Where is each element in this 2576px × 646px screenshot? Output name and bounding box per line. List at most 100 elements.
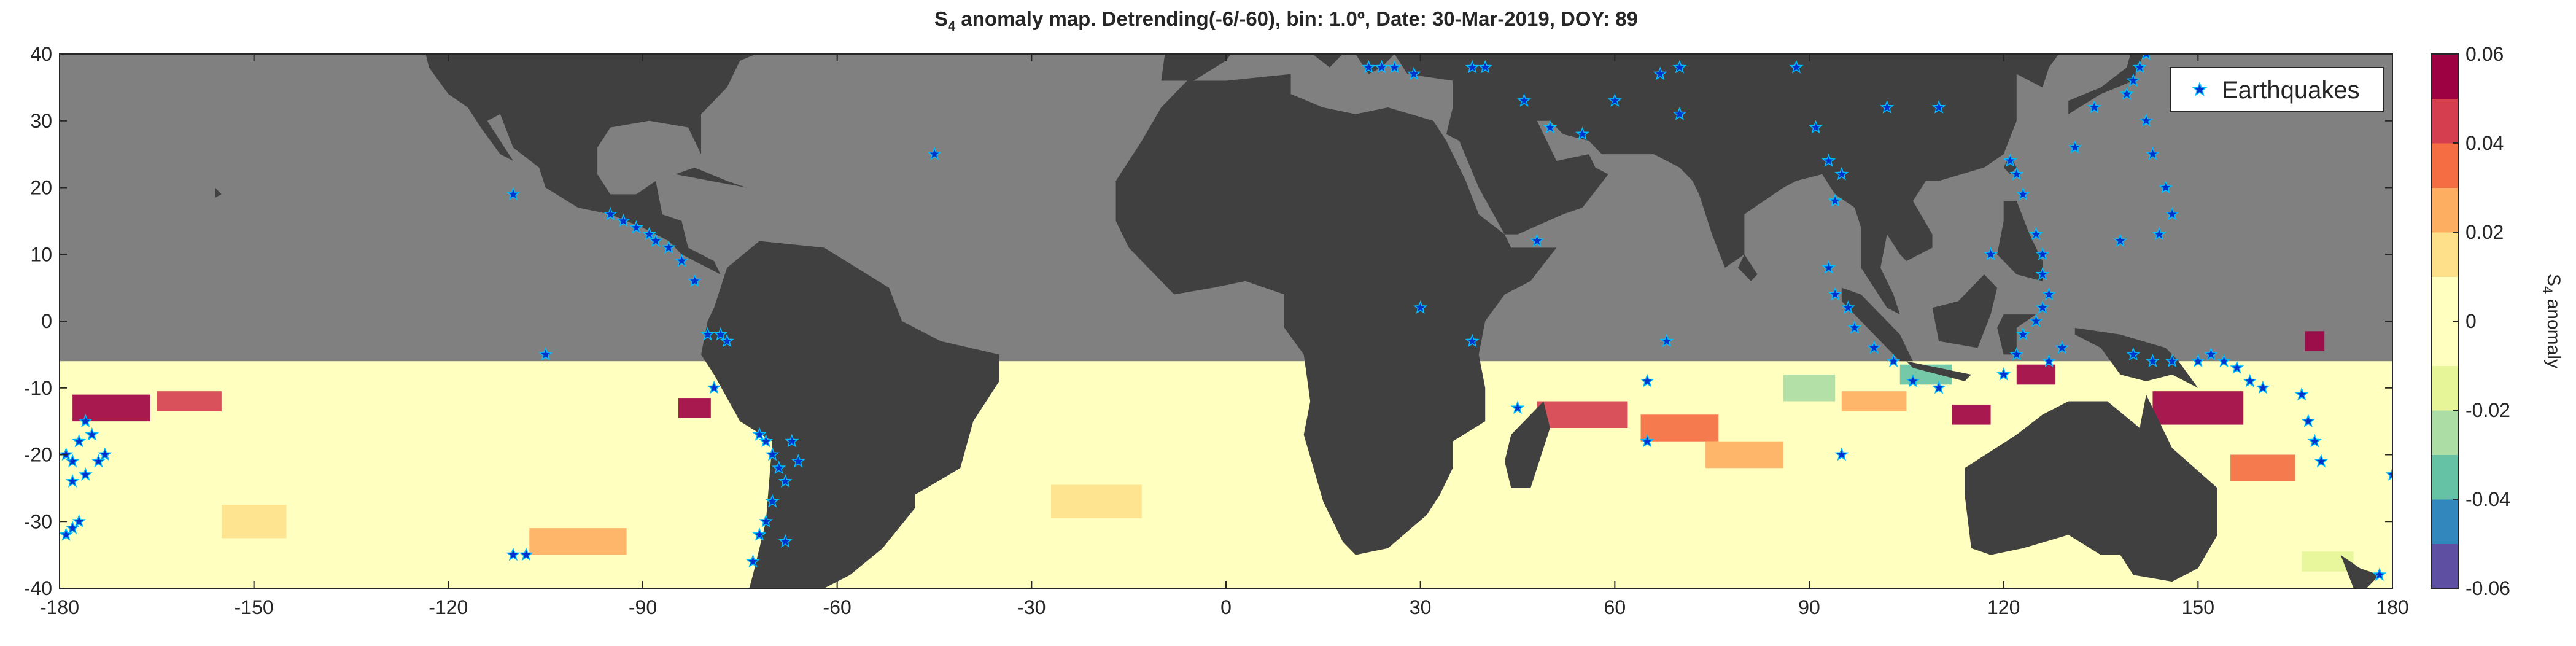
- earthquake-marker-117[interactable]: [2314, 454, 2329, 468]
- earthquake-marker-94[interactable]: [2119, 87, 2134, 101]
- earthquake-marker-97[interactable]: [2140, 48, 2152, 60]
- earthquake-marker-81[interactable]: [2028, 227, 2044, 241]
- earthquake-marker-2[interactable]: [72, 434, 87, 448]
- earthquake-marker-65[interactable]: [1828, 193, 1842, 208]
- map-plot-area[interactable]: [59, 0, 2399, 646]
- earthquake-marker-31[interactable]: [772, 461, 786, 474]
- earthquake-marker-73[interactable]: [1931, 380, 1946, 394]
- earthquake-marker-85[interactable]: [2035, 300, 2050, 314]
- earthquake-marker-26[interactable]: [707, 380, 721, 394]
- earthquake-marker-68[interactable]: [1841, 300, 1855, 314]
- earthquake-marker-39[interactable]: [778, 534, 793, 548]
- earthquake-marker-111[interactable]: [2230, 360, 2244, 374]
- earthquake-marker-27[interactable]: [720, 333, 734, 348]
- legend[interactable]: Earthquakes: [2170, 67, 2384, 112]
- earthquake-marker-83[interactable]: [2035, 267, 2050, 281]
- earthquake-marker-52[interactable]: [1672, 60, 1687, 74]
- earthquake-marker-54[interactable]: [1413, 300, 1428, 314]
- earthquake-marker-13[interactable]: [538, 347, 553, 361]
- earthquake-marker-49[interactable]: [1575, 126, 1590, 141]
- earthquake-marker-18[interactable]: [629, 220, 644, 234]
- earthquake-marker-25[interactable]: [713, 327, 728, 341]
- earthquake-marker-19[interactable]: [642, 227, 657, 241]
- earthquake-marker-35[interactable]: [752, 527, 767, 541]
- earthquake-marker-115[interactable]: [2301, 413, 2316, 427]
- earthquake-marker-98[interactable]: [2147, 34, 2159, 45]
- earthquake-marker-84[interactable]: [2041, 287, 2057, 301]
- earthquake-marker-108[interactable]: [2190, 354, 2205, 367]
- earthquake-marker-55[interactable]: [1465, 333, 1480, 348]
- earthquake-marker-29[interactable]: [758, 434, 774, 448]
- earthquake-marker-61[interactable]: [1789, 60, 1804, 74]
- earthquake-marker-106[interactable]: [2145, 354, 2160, 368]
- earthquake-marker-71[interactable]: [1886, 354, 1901, 367]
- earthquake-marker-67[interactable]: [1828, 287, 1842, 301]
- earthquake-marker-63[interactable]: [1821, 153, 1836, 167]
- earthquake-marker-113[interactable]: [2256, 380, 2270, 394]
- earthquake-marker-86[interactable]: [2028, 313, 2044, 327]
- earthquake-marker-95[interactable]: [2126, 73, 2141, 87]
- earthquake-marker-48[interactable]: [1543, 120, 1558, 134]
- earthquake-marker-64[interactable]: [1834, 166, 1849, 181]
- earthquake-marker-99[interactable]: [2139, 113, 2154, 127]
- earthquake-marker-58[interactable]: [1640, 373, 1655, 387]
- earthquake-marker-30[interactable]: [765, 447, 780, 461]
- earthquake-marker-62[interactable]: [1808, 120, 1823, 134]
- earthquake-marker-37[interactable]: [785, 434, 799, 448]
- earthquake-marker-40[interactable]: [927, 146, 942, 160]
- earthquake-marker-59[interactable]: [1659, 333, 1674, 348]
- earthquake-marker-8[interactable]: [60, 527, 74, 541]
- earthquake-marker-103[interactable]: [2152, 227, 2167, 241]
- earthquake-marker-23[interactable]: [687, 273, 702, 287]
- earthquake-marker-45[interactable]: [1465, 60, 1480, 74]
- earthquake-marker-43[interactable]: [1387, 60, 1402, 74]
- earthquake-marker-36[interactable]: [745, 554, 761, 568]
- earthquake-markers[interactable]: [60, 34, 2399, 581]
- earthquake-marker-79[interactable]: [2009, 166, 2024, 181]
- earthquake-marker-112[interactable]: [2243, 373, 2257, 387]
- earthquake-marker-96[interactable]: [2132, 60, 2147, 74]
- earthquake-marker-7[interactable]: [65, 520, 80, 534]
- earthquake-marker-6[interactable]: [91, 454, 106, 468]
- earthquake-marker-109[interactable]: [2203, 347, 2219, 361]
- earthquake-marker-53[interactable]: [1672, 106, 1687, 120]
- earthquake-marker-11[interactable]: [78, 413, 93, 427]
- earthquake-marker-105[interactable]: [2126, 347, 2141, 361]
- earthquake-marker-82[interactable]: [2035, 247, 2050, 261]
- earthquake-marker-17[interactable]: [616, 213, 630, 227]
- earthquake-marker-50[interactable]: [1607, 93, 1622, 107]
- earthquake-marker-21[interactable]: [661, 240, 676, 254]
- earthquake-marker-77[interactable]: [1983, 247, 1998, 261]
- earthquake-marker-102[interactable]: [2165, 206, 2179, 220]
- earthquake-marker-116[interactable]: [2307, 434, 2322, 448]
- earthquake-marker-75[interactable]: [1880, 99, 1895, 114]
- earthquake-marker-60[interactable]: [1640, 434, 1655, 448]
- earthquake-marker-3[interactable]: [65, 473, 80, 488]
- earthquake-marker-34[interactable]: [758, 514, 774, 528]
- earthquake-marker-0[interactable]: [65, 454, 80, 468]
- earthquake-marker-10[interactable]: [98, 447, 112, 461]
- earthquake-marker-44[interactable]: [1406, 66, 1421, 80]
- earthquake-marker-32[interactable]: [778, 473, 793, 488]
- earthquake-marker-118[interactable]: [2385, 467, 2399, 481]
- earthquake-marker-12[interactable]: [506, 187, 521, 201]
- earthquake-marker-51[interactable]: [1653, 66, 1667, 80]
- earthquake-marker-9[interactable]: [72, 514, 87, 527]
- earthquake-marker-80[interactable]: [2015, 187, 2030, 201]
- earthquake-marker-89[interactable]: [1996, 367, 2011, 381]
- earthquake-marker-56[interactable]: [1510, 400, 1525, 414]
- earthquake-marker-93[interactable]: [2087, 99, 2102, 114]
- earthquake-marker-41[interactable]: [1361, 60, 1376, 74]
- earthquake-marker-28[interactable]: [752, 427, 767, 441]
- earthquake-marker-76[interactable]: [1931, 99, 1946, 114]
- earthquake-marker-119[interactable]: [2372, 567, 2387, 581]
- earthquake-marker-87[interactable]: [2015, 327, 2030, 341]
- earthquake-marker-38[interactable]: [791, 454, 805, 468]
- earthquake-marker-46[interactable]: [1478, 60, 1492, 74]
- earthquake-marker-5[interactable]: [85, 427, 99, 441]
- earthquake-marker-42[interactable]: [1374, 60, 1389, 74]
- earthquake-marker-33[interactable]: [765, 494, 780, 508]
- earthquake-marker-90[interactable]: [2041, 354, 2057, 368]
- earthquake-marker-20[interactable]: [648, 233, 663, 247]
- earthquake-marker-16[interactable]: [603, 206, 618, 220]
